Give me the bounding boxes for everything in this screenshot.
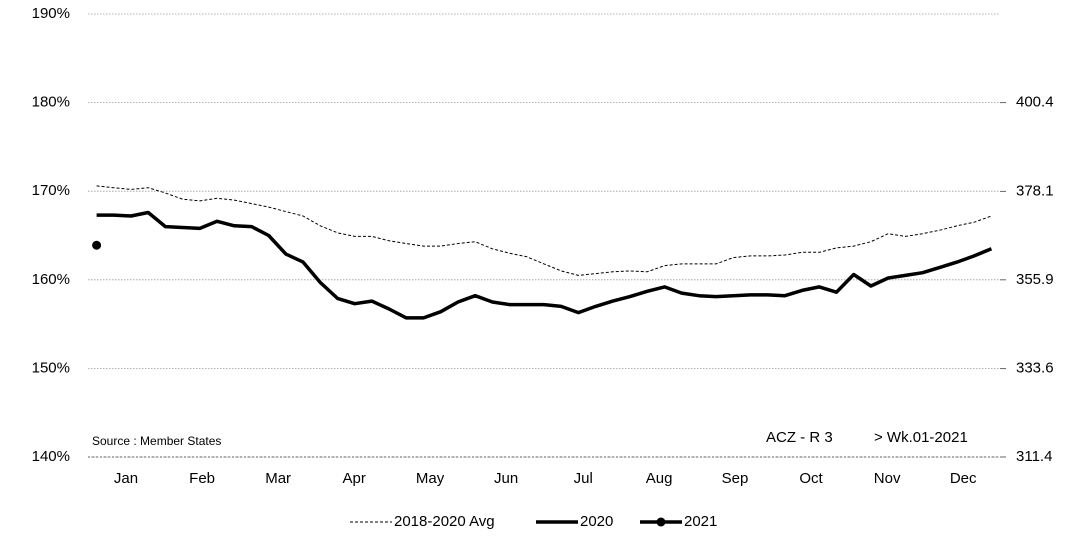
y2-tick-label: 378.1 <box>1016 182 1054 199</box>
y-tick-label: 180% <box>32 94 70 111</box>
y2-tick-label: 311.4 <box>1016 448 1052 465</box>
x-tick-label: Nov <box>874 470 901 487</box>
y2-tick-label: 355.9 <box>1016 271 1054 288</box>
legend-marker <box>656 517 666 527</box>
series-line <box>96 210 993 320</box>
x-tick-label: Apr <box>343 470 366 487</box>
week-note: > Wk.01-2021 <box>874 429 968 446</box>
x-tick-label: Jul <box>574 470 593 487</box>
y-tick-label: 160% <box>32 271 70 288</box>
code-note: ACZ - R 3 <box>766 429 833 446</box>
x-tick-label: Jan <box>114 470 138 487</box>
legend-label: 2018-2020 Avg <box>394 513 495 530</box>
y-tick-label: 170% <box>32 182 70 199</box>
point <box>92 240 102 250</box>
y2-tick-label: 333.6 <box>1016 360 1054 377</box>
x-tick-label: Mar <box>265 470 291 487</box>
x-tick-label: Feb <box>189 470 215 487</box>
x-tick-label: Dec <box>950 470 977 487</box>
x-tick-label: Jun <box>494 470 518 487</box>
x-tick-label: Aug <box>646 470 673 487</box>
x-tick-label: Sep <box>722 470 749 487</box>
y-tick-label: 140% <box>32 448 70 465</box>
y-tick-label: 190% <box>32 5 70 22</box>
x-tick-label: Oct <box>799 470 823 487</box>
source-note: Source : Member States <box>92 434 221 448</box>
y-tick-label: 150% <box>32 359 70 376</box>
legend-label: 2021 <box>684 513 717 530</box>
series-line <box>96 185 992 276</box>
y2-tick-label: 400.4 <box>1016 94 1054 111</box>
x-tick-label: May <box>416 470 445 487</box>
legend-label: 2020 <box>580 513 613 530</box>
